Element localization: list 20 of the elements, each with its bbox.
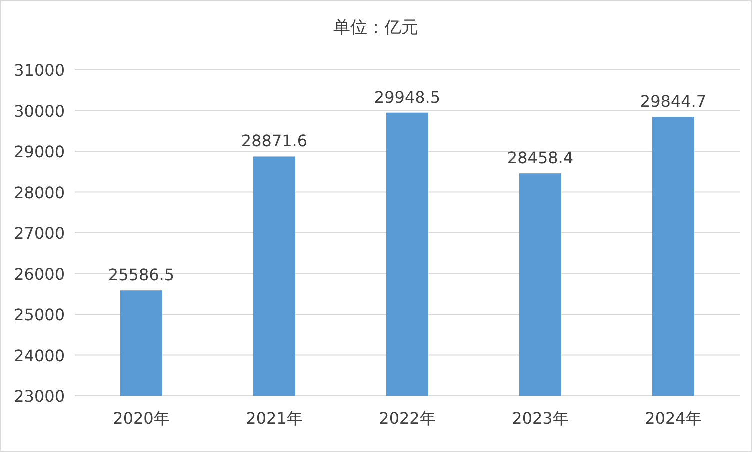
y-tick-label: 25000 (14, 306, 65, 324)
y-tick-label: 29000 (14, 142, 65, 162)
y-tick-label: 28000 (14, 183, 65, 202)
data-label: 25586.5 (108, 266, 175, 285)
x-tick-label: 2023年 (512, 409, 569, 428)
y-tick-label: 24000 (14, 346, 65, 366)
y-tick-label: 23000 (14, 387, 65, 406)
data-label: 29844.7 (640, 92, 707, 112)
data-label: 29948.5 (374, 88, 441, 107)
y-tick-label: 30000 (14, 102, 65, 121)
y-tick-label: 26000 (14, 264, 65, 284)
x-tick-label: 2021年 (246, 409, 303, 428)
chart-title: 单位：亿元 (334, 18, 418, 38)
data-label: 28871.6 (241, 132, 308, 151)
x-tick-label: 2020年 (113, 409, 170, 428)
x-tick-label: 2024年 (645, 409, 702, 428)
y-tick-label: 27000 (14, 224, 65, 243)
x-tick-label: 2022年 (379, 409, 436, 428)
data-label: 28458.4 (507, 148, 574, 168)
y-tick-label: 31000 (14, 61, 65, 80)
